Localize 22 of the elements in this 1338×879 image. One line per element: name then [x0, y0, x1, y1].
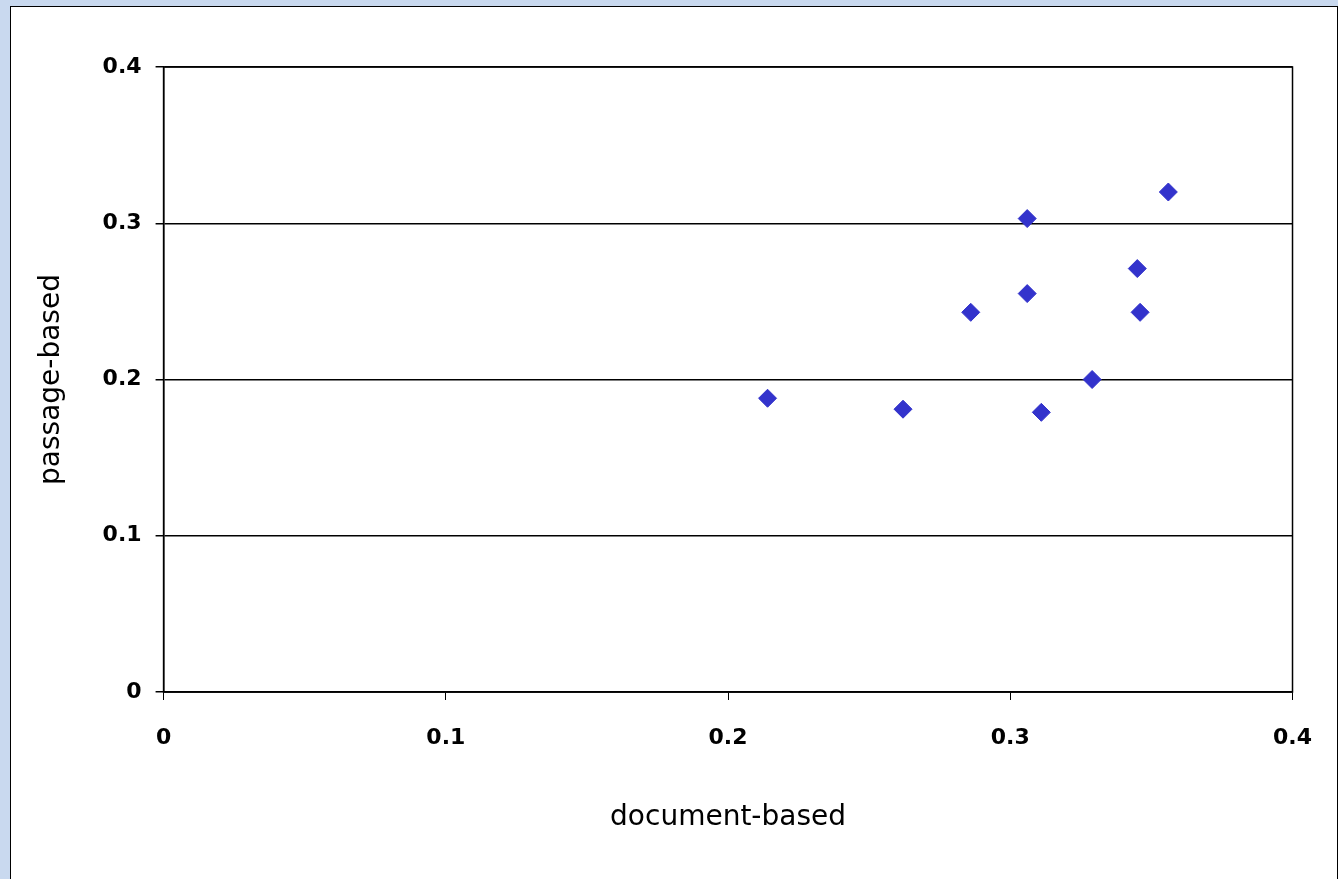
- y-axis-title: passage-based: [33, 274, 67, 485]
- point: [1031, 402, 1051, 422]
- point: [961, 302, 981, 322]
- point: [1017, 284, 1037, 304]
- x-tick-label: 0.2: [708, 723, 748, 749]
- point: [1082, 370, 1102, 389]
- x-tick-label: 0.3: [990, 723, 1030, 749]
- x-axis-title: document-based: [610, 799, 846, 833]
- y-tick-label: 0.2: [102, 365, 142, 391]
- x-tick-label: 0: [155, 723, 172, 749]
- y-tick-label: 0.4: [102, 52, 142, 78]
- point: [1158, 182, 1178, 202]
- point: [758, 388, 778, 408]
- point: [1130, 302, 1150, 322]
- y-tick-label: 0.3: [102, 208, 142, 234]
- point: [893, 399, 913, 419]
- y-tick-label: 0: [126, 677, 142, 703]
- x-tick-label: 0.4: [1273, 723, 1313, 749]
- point: [1017, 209, 1037, 229]
- point: [1127, 259, 1147, 279]
- x-tick-label: 0.1: [426, 723, 466, 749]
- y-tick-label: 0.1: [102, 521, 142, 547]
